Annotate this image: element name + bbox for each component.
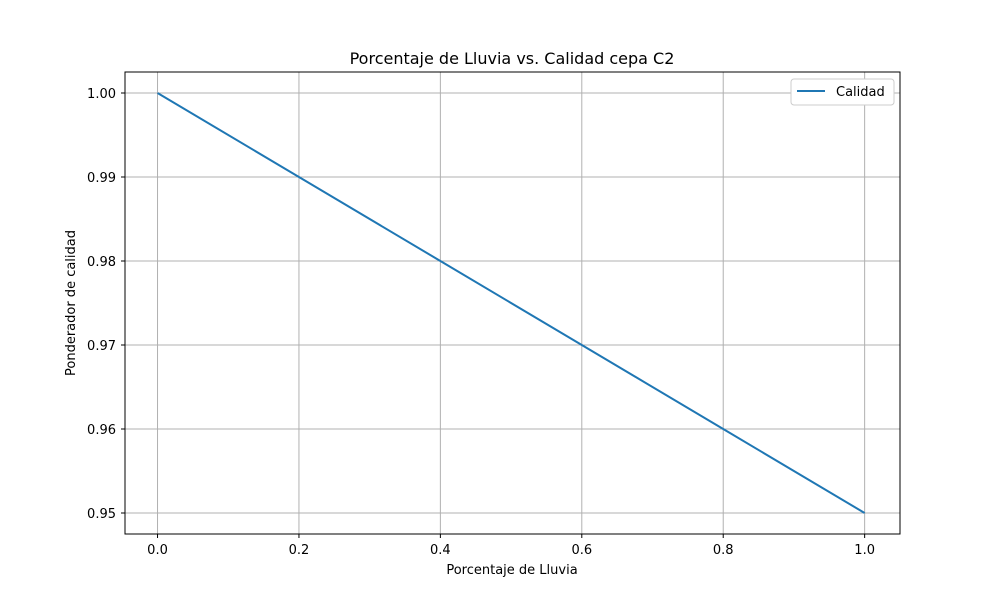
series-layer bbox=[157, 92, 866, 514]
x-tick-label: 0.0 bbox=[147, 543, 168, 558]
x-tick-label: 0.2 bbox=[289, 543, 310, 558]
x-tick-label: 0.6 bbox=[571, 543, 592, 558]
y-tick-label: 0.95 bbox=[87, 507, 116, 522]
y-tick-label: 1.00 bbox=[87, 87, 116, 102]
ticks: 0.0 0.2 0.4 0.6 0.8 1.0 0.95 0.96 0.97 0.98 0.99 1.… bbox=[87, 87, 875, 558]
legend-box bbox=[790, 78, 895, 106]
x-tick-label: 0.4 bbox=[430, 543, 451, 558]
y-tick-label: 0.96 bbox=[87, 423, 116, 438]
grid bbox=[125, 72, 900, 534]
x-axis-label: Porcentaje de Lluvia bbox=[446, 563, 577, 578]
y-axis-label: Ponderador de calidad bbox=[64, 230, 79, 376]
x-tick-label: 0.8 bbox=[713, 543, 734, 558]
legend: Calidad bbox=[790, 78, 895, 106]
x-tick-label: 1.0 bbox=[854, 543, 875, 558]
y-tick-label: 0.98 bbox=[87, 255, 116, 270]
plot-frame bbox=[124, 71, 901, 535]
chart-title: Porcentaje de Lluvia vs. Calidad cepa C2 bbox=[350, 49, 675, 68]
y-tick-label: 0.99 bbox=[87, 171, 116, 186]
legend-label-calidad: Calidad bbox=[836, 85, 885, 100]
series-line-calidad bbox=[157, 92, 866, 514]
y-tick-label: 0.97 bbox=[87, 339, 116, 354]
